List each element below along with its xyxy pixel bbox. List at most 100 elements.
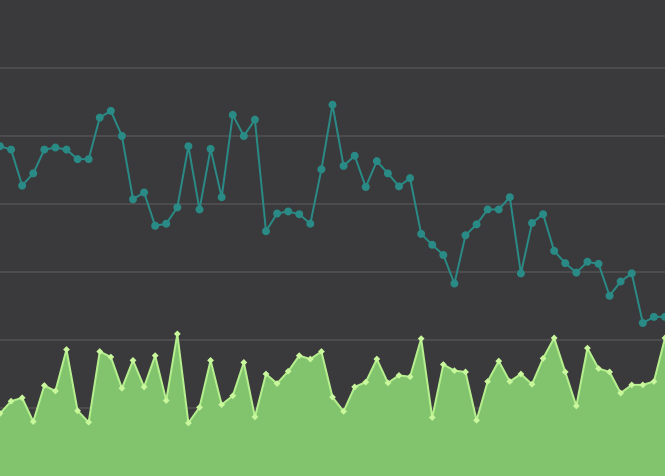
line-point-8 <box>84 155 93 164</box>
line-point-59 <box>649 312 658 321</box>
line-point-20 <box>217 193 226 202</box>
line-point-42 <box>461 231 470 240</box>
line-point-24 <box>262 227 270 236</box>
area-point-41 <box>451 367 458 374</box>
area-point-46 <box>506 378 514 385</box>
area-point-9 <box>96 348 104 355</box>
line-point-10 <box>106 106 115 115</box>
area-point-53 <box>584 344 591 352</box>
line-point-40 <box>439 251 448 259</box>
area-point-28 <box>306 355 314 363</box>
area-point-47 <box>517 370 525 378</box>
area-point-10 <box>107 353 115 361</box>
line-point-37 <box>406 174 415 183</box>
line-point-16 <box>173 203 182 212</box>
area-point-45 <box>495 357 503 365</box>
area-point-8 <box>85 418 93 426</box>
line-point-54 <box>594 259 603 268</box>
line-point-4 <box>40 145 49 154</box>
area-point-39 <box>428 414 436 421</box>
area-point-56 <box>617 389 625 397</box>
line-point-1 <box>7 145 16 154</box>
line-point-22 <box>239 132 248 140</box>
line-point-32 <box>350 151 359 160</box>
line-point-50 <box>550 246 559 255</box>
area-point-2 <box>18 394 26 402</box>
area-point-40 <box>439 361 447 368</box>
line-point-34 <box>372 157 381 166</box>
line-point-18 <box>195 205 204 214</box>
area-point-54 <box>595 365 602 372</box>
area-point-24 <box>262 370 270 378</box>
area-point-58 <box>639 381 647 389</box>
area-point-29 <box>318 348 325 355</box>
area-point-13 <box>140 383 148 391</box>
area-point-48 <box>528 380 536 388</box>
line-point-47 <box>516 269 525 278</box>
area-point-3 <box>29 418 37 425</box>
line-point-28 <box>306 219 315 228</box>
line-point-17 <box>184 142 193 151</box>
area-point-44 <box>484 378 492 385</box>
area-point-32 <box>351 383 359 391</box>
area-point-11 <box>118 384 126 392</box>
area-point-1 <box>7 397 15 405</box>
line-point-52 <box>572 268 581 277</box>
area-point-26 <box>284 367 292 375</box>
line-point-6 <box>62 145 71 154</box>
area-point-59 <box>650 378 658 385</box>
area-point-35 <box>384 379 392 387</box>
area-point-55 <box>606 368 613 376</box>
area-point-33 <box>362 378 370 386</box>
area-point-51 <box>561 368 569 376</box>
area-point-38 <box>417 335 425 343</box>
area-point-12 <box>129 357 137 364</box>
line-point-35 <box>383 169 392 178</box>
area-point-57 <box>628 381 636 389</box>
area-point-31 <box>340 408 347 415</box>
line-series-path <box>0 103 665 324</box>
line-point-12 <box>129 195 137 204</box>
line-point-56 <box>616 277 625 286</box>
line-point-13 <box>140 188 149 197</box>
line-point-25 <box>273 209 282 218</box>
area-point-49 <box>539 354 547 362</box>
line-point-48 <box>528 219 536 228</box>
area-point-20 <box>218 401 226 408</box>
line-point-23 <box>250 115 259 124</box>
area-point-25 <box>273 380 281 387</box>
line-point-9 <box>95 113 104 122</box>
line-point-55 <box>605 291 614 300</box>
area-point-27 <box>295 352 303 360</box>
area-point-37 <box>406 373 414 381</box>
area-point-36 <box>395 371 403 379</box>
area-point-7 <box>74 407 81 415</box>
line-point-51 <box>561 259 570 268</box>
line-point-58 <box>638 319 647 327</box>
area-point-43 <box>473 416 480 424</box>
line-point-26 <box>284 207 293 216</box>
line-point-30 <box>328 100 337 109</box>
line-point-0 <box>0 142 4 151</box>
line-point-15 <box>162 219 171 228</box>
line-point-33 <box>361 183 370 191</box>
line-point-41 <box>450 279 459 288</box>
area-point-50 <box>550 334 558 342</box>
line-point-5 <box>51 143 60 152</box>
area-point-42 <box>462 368 469 376</box>
area-point-16 <box>173 330 181 338</box>
area-point-15 <box>162 397 170 404</box>
line-point-31 <box>339 161 348 170</box>
line-point-53 <box>583 257 592 266</box>
line-point-38 <box>417 229 426 238</box>
line-point-43 <box>472 220 481 229</box>
area-point-30 <box>329 393 336 401</box>
area-point-22 <box>240 359 248 366</box>
line-point-2 <box>18 181 27 190</box>
line-point-44 <box>483 205 492 214</box>
area-point-6 <box>63 346 70 353</box>
line-point-14 <box>151 221 160 230</box>
area-point-18 <box>196 403 203 411</box>
